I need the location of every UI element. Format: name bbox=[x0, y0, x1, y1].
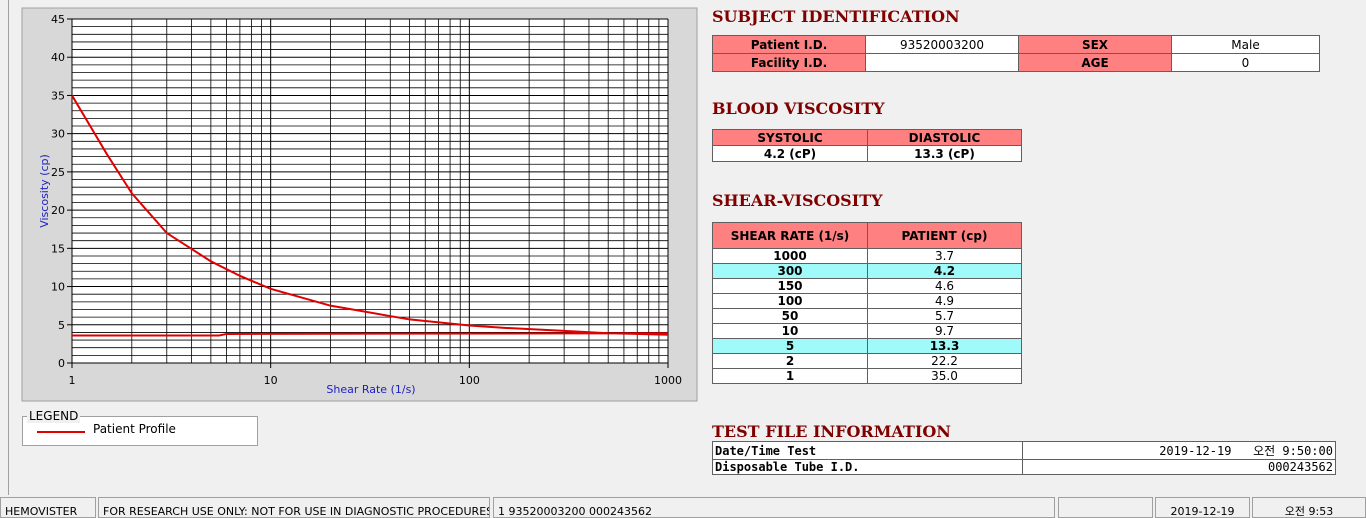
cell: Date/Time Test bbox=[712, 441, 1023, 460]
cell: 13.3 (cP) bbox=[867, 145, 1022, 162]
window-border bbox=[8, 0, 9, 495]
legend-swatch bbox=[37, 431, 85, 433]
cell: Patient I.D. bbox=[712, 35, 866, 54]
cell: 4.2 bbox=[867, 263, 1022, 279]
test-table: Date/Time Test 2019-12-19 오전 9:50:00 Dispo… bbox=[712, 441, 1336, 475]
cell bbox=[865, 53, 1019, 72]
y-tick-label: 35 bbox=[51, 89, 65, 102]
y-tick-label: 30 bbox=[51, 128, 65, 141]
x-tick-label: 100 bbox=[459, 374, 480, 387]
table-row: 10 9.7 bbox=[712, 323, 1022, 339]
table-row: 2 22.2 bbox=[712, 353, 1022, 369]
cell: 100 bbox=[712, 293, 868, 309]
cell: 000243562 bbox=[1022, 459, 1336, 475]
section-title: TEST FILE INFORMATION bbox=[712, 422, 951, 441]
table-row: 1000 3.7 bbox=[712, 248, 1022, 264]
table-row: 5 13.3 bbox=[712, 338, 1022, 354]
cell: 2019-12-19 오전 9:50:00 bbox=[1022, 441, 1336, 460]
cell: 10 bbox=[712, 323, 868, 339]
cell: SYSTOLIC bbox=[712, 129, 868, 146]
cell: 5 bbox=[712, 338, 868, 354]
y-tick-label: 15 bbox=[51, 242, 65, 255]
cell: Facility I.D. bbox=[712, 53, 866, 72]
status-cell bbox=[1058, 497, 1153, 518]
status-cell: 1 93520003200 000243562 bbox=[493, 497, 1055, 518]
y-tick-label: 20 bbox=[51, 204, 65, 217]
cell: 4.9 bbox=[867, 293, 1022, 309]
cell: 50 bbox=[712, 308, 868, 324]
y-tick-label: 5 bbox=[58, 319, 65, 332]
table-row: Disposable Tube I.D. 000243562 bbox=[712, 459, 1336, 475]
status-cell: 2019-12-19 bbox=[1155, 497, 1250, 518]
table-row: 1 35.0 bbox=[712, 368, 1022, 384]
cell: 150 bbox=[712, 278, 868, 294]
x-tick-label: 1000 bbox=[654, 374, 682, 387]
cell: 5.7 bbox=[867, 308, 1022, 324]
cell: 2 bbox=[712, 353, 868, 369]
x-tick-label: 1 bbox=[69, 374, 76, 387]
y-axis-label: Viscosity (cp) bbox=[38, 154, 51, 228]
cell: SHEAR RATE (1/s) bbox=[712, 222, 868, 249]
cell: Male bbox=[1171, 35, 1320, 54]
y-tick-label: 0 bbox=[58, 357, 65, 370]
section-title: SHEAR-VISCOSITY bbox=[712, 191, 883, 210]
y-tick-label: 45 bbox=[51, 13, 65, 26]
cell: 3.7 bbox=[867, 248, 1022, 264]
chart: Shear Rate (1/s) Viscosity (cp) 0 5 10 15 20… bbox=[21, 7, 698, 402]
x-axis-label: Shear Rate (1/s) bbox=[326, 383, 415, 396]
legend: LEGEND Patient Profile bbox=[22, 409, 258, 446]
section-title: BLOOD VISCOSITY bbox=[712, 99, 885, 118]
subject-table: Patient I.D. 93520003200 SEX Male Facility … bbox=[712, 35, 1320, 72]
section-title: SUBJECT IDENTIFICATION bbox=[712, 7, 960, 26]
cell: 4.2 (cP) bbox=[712, 145, 868, 162]
cell: 1 bbox=[712, 368, 868, 384]
cell: 4.6 bbox=[867, 278, 1022, 294]
shear-table: SHEAR RATE (1/s) PATIENT (cp) 1000 3.7 300 4… bbox=[712, 222, 1022, 384]
blood-table: SYSTOLIC DIASTOLIC 4.2 (cP) 13.3 (cP) bbox=[712, 129, 1022, 162]
table-row: 300 4.2 bbox=[712, 263, 1022, 279]
cell: 35.0 bbox=[867, 368, 1022, 384]
table-row: 50 5.7 bbox=[712, 308, 1022, 324]
legend-label: Patient Profile bbox=[93, 422, 176, 436]
cell: 1000 bbox=[712, 248, 868, 264]
cell: 0 bbox=[1171, 53, 1320, 72]
status-cell: 오전 9:53 bbox=[1252, 497, 1366, 518]
cell: 9.7 bbox=[867, 323, 1022, 339]
cell: 93520003200 bbox=[865, 35, 1019, 54]
status-cell: HEMOVISTER bbox=[0, 497, 96, 518]
y-tick-label: 40 bbox=[51, 51, 65, 64]
cell: DIASTOLIC bbox=[867, 129, 1022, 146]
y-tick-label: 25 bbox=[51, 166, 65, 179]
cell: 22.2 bbox=[867, 353, 1022, 369]
series-line bbox=[71, 94, 669, 337]
cell: PATIENT (cp) bbox=[867, 222, 1022, 249]
table-row: Date/Time Test 2019-12-19 오전 9:50:00 bbox=[712, 441, 1336, 460]
cell: Disposable Tube I.D. bbox=[712, 459, 1023, 475]
status-cell: FOR RESEARCH USE ONLY: NOT FOR USE IN DI… bbox=[98, 497, 490, 518]
cell: 300 bbox=[712, 263, 868, 279]
cell: 13.3 bbox=[867, 338, 1022, 354]
legend-title: LEGEND bbox=[27, 409, 81, 423]
table-row: 150 4.6 bbox=[712, 278, 1022, 294]
x-tick-label: 10 bbox=[264, 374, 278, 387]
cell: AGE bbox=[1018, 53, 1172, 72]
y-tick-label: 10 bbox=[51, 281, 65, 294]
cell: SEX bbox=[1018, 35, 1172, 54]
plot-area bbox=[72, 19, 668, 363]
table-row: 100 4.9 bbox=[712, 293, 1022, 309]
